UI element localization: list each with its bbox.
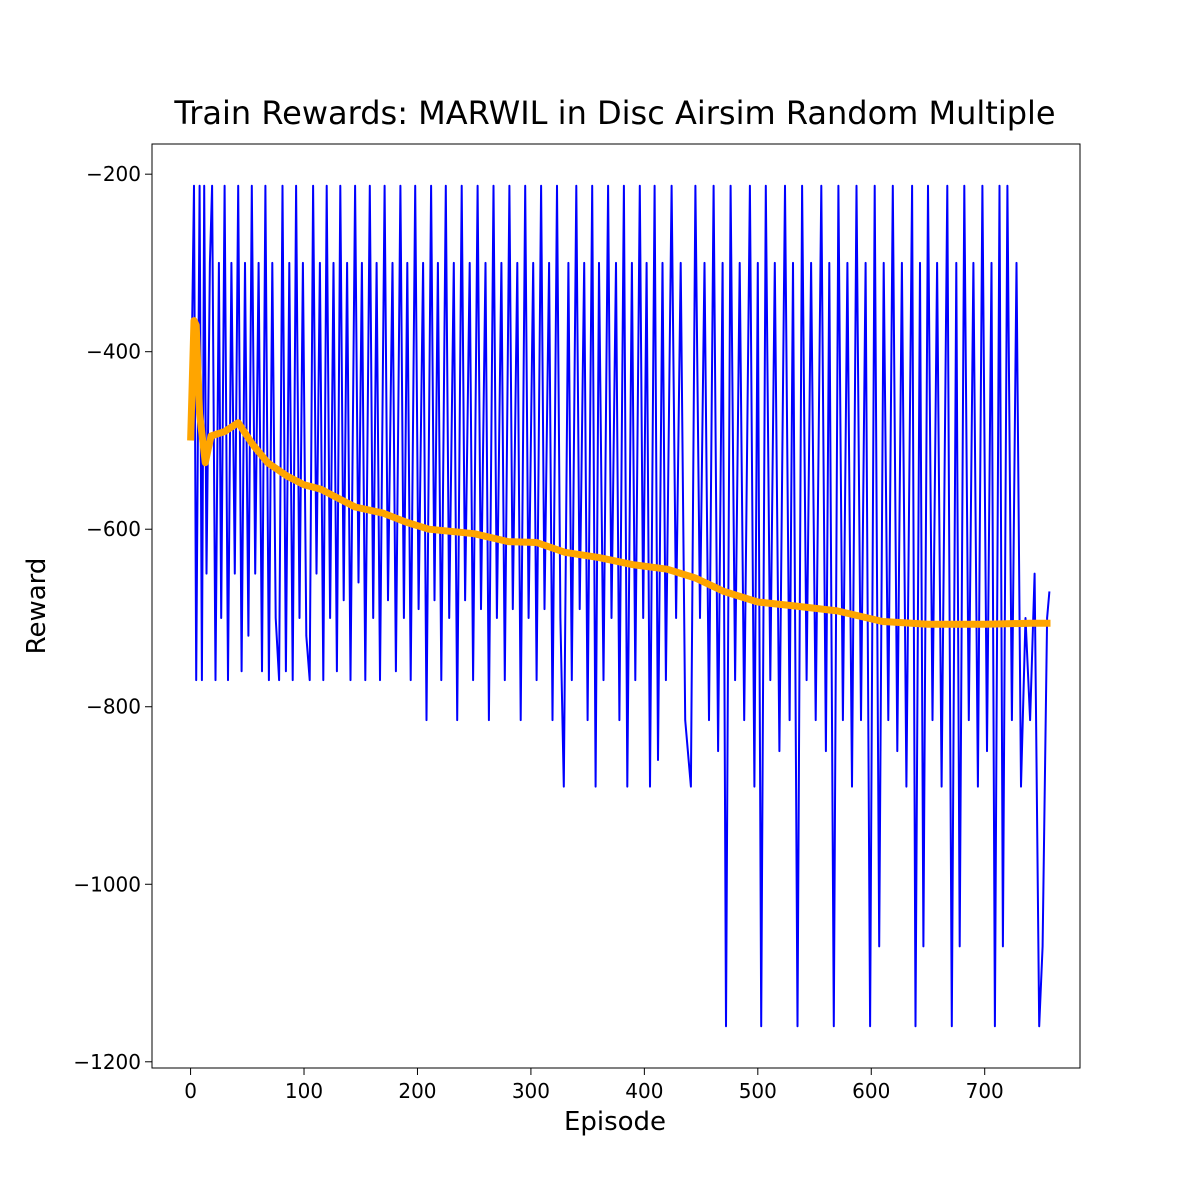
y-tick-label: −400 xyxy=(86,340,141,364)
y-tick-label: −600 xyxy=(86,517,141,541)
y-tick-label: −200 xyxy=(86,162,141,186)
x-tick-label: 500 xyxy=(739,1079,777,1103)
series-line xyxy=(187,317,1051,628)
y-tick-label: −1000 xyxy=(73,872,141,896)
plot-frame xyxy=(151,143,1081,1069)
y-tick-label: −1200 xyxy=(73,1050,141,1074)
chart-title: Train Rewards: MARWIL in Disc Airsim Ran… xyxy=(173,94,1055,132)
x-tick-label: 300 xyxy=(512,1079,550,1103)
x-tick-label: 0 xyxy=(184,1079,197,1103)
x-tick-label: 200 xyxy=(398,1079,436,1103)
x-tick-label: 100 xyxy=(285,1079,323,1103)
y-tick-label: −800 xyxy=(86,695,141,719)
series-line xyxy=(189,184,1051,1028)
x-axis-label: Episode xyxy=(564,1107,666,1137)
x-tick-label: 600 xyxy=(852,1079,890,1103)
x-tick-label: 400 xyxy=(625,1079,663,1103)
x-tick-label: 700 xyxy=(966,1079,1004,1103)
y-axis-label: Reward xyxy=(22,558,52,655)
